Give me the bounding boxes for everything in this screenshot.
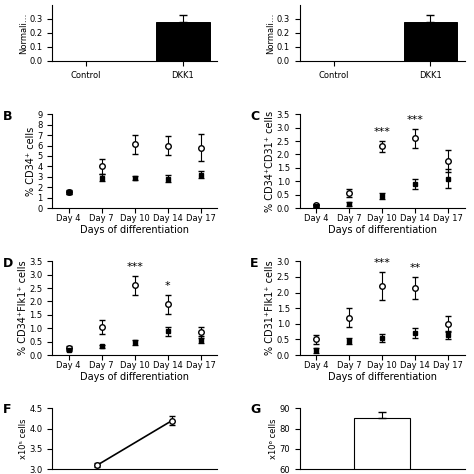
Text: ***: *** [374,258,391,268]
Y-axis label: % CD34⁺CD31⁺ cells: % CD34⁺CD31⁺ cells [265,110,275,212]
Text: ***: *** [407,115,423,125]
Y-axis label: % CD31⁺Flk1⁺ cells: % CD31⁺Flk1⁺ cells [265,261,275,356]
Y-axis label: Normali…: Normali… [266,12,275,54]
X-axis label: Days of differentiation: Days of differentiation [328,225,437,235]
Y-axis label: % CD34⁺ cells: % CD34⁺ cells [26,127,36,196]
Y-axis label: x10⁶ cells: x10⁶ cells [269,419,278,459]
Text: F: F [3,403,11,417]
Text: **: ** [410,263,420,273]
Y-axis label: Normali…: Normali… [19,12,28,54]
Text: G: G [250,403,260,417]
X-axis label: Days of differentiation: Days of differentiation [328,372,437,382]
Bar [354,419,410,474]
Bar [404,22,457,61]
Text: ***: *** [126,262,143,272]
Text: C: C [250,109,259,123]
Y-axis label: x10⁵ cells: x10⁵ cells [19,419,28,459]
Bar [156,22,210,61]
X-axis label: Days of differentiation: Days of differentiation [80,225,189,235]
Text: E: E [250,256,259,270]
Text: *: * [165,281,171,291]
Y-axis label: % CD34⁺Flk1⁺ cells: % CD34⁺Flk1⁺ cells [18,261,28,356]
X-axis label: Days of differentiation: Days of differentiation [80,372,189,382]
Text: B: B [3,109,12,123]
Text: ***: *** [374,128,391,137]
Text: D: D [3,256,13,270]
